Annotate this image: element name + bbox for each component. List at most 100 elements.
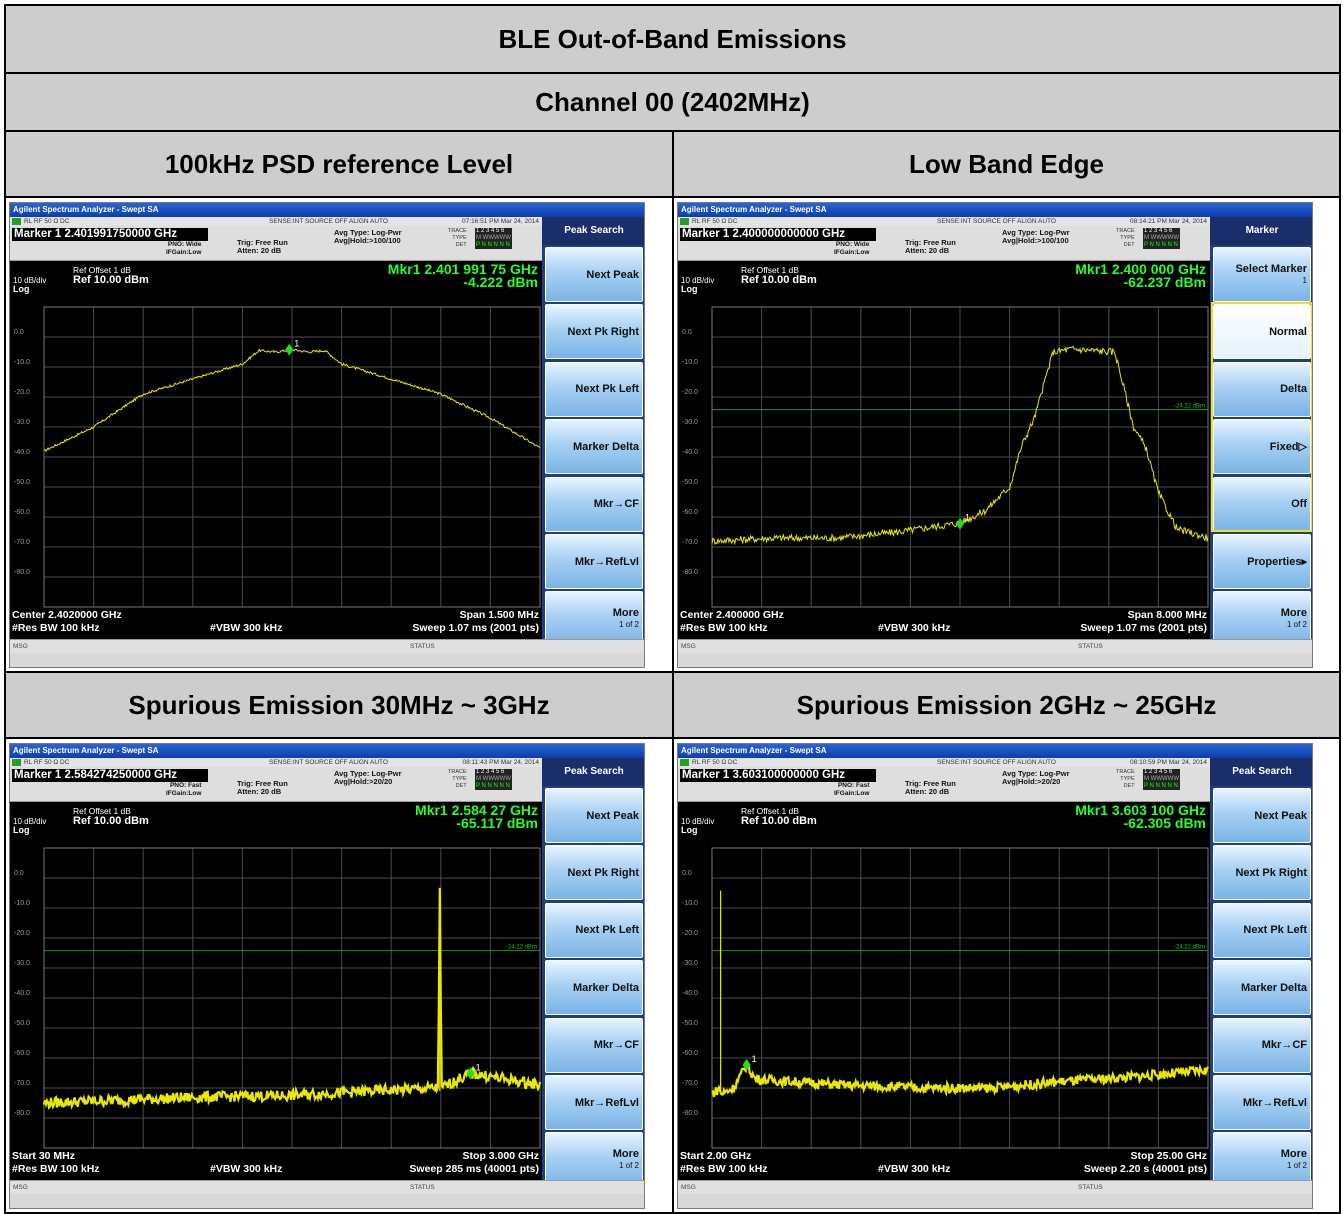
softkey-2[interactable]: Next Pk Right [1213,845,1311,901]
marker-number-label: 1 [294,339,299,349]
softkey-6[interactable]: Mkr→RefLvl [545,1075,643,1130]
spectrum-analyzer-screenshot: Agilent Spectrum Analyzer - Swept SA RL … [677,202,1313,668]
softkey-sublabel: 1 of 2 [1286,1160,1307,1170]
marker-title[interactable]: Marker 1 3.603100000000 GHz [680,769,876,782]
timestamp: 07:16:51 PM Mar 24, 2014 [462,218,539,225]
status-bar: RL RF 50 Ω DC SENSE:INT SOURCE OFF ALIGN… [10,758,542,767]
softkey-sublabel: 1 of 2 [1286,619,1307,629]
softkey-5[interactable]: Mkr→CF [545,476,643,532]
y-tick-label: 0.0 [682,870,692,877]
softkey-3[interactable]: Next Pk Left [545,361,643,417]
scale-per-div: 10 dB/div [681,276,715,285]
ref-offset: Ref Offset 1 dB [73,265,131,275]
softkey-3[interactable]: Next Pk Left [545,902,643,958]
channel-title: Channel 00 (2402MHz) [4,72,1341,132]
sweep-footer: Start 2.00 GHz #Res BW 100 kHz #VBW 300 … [678,1148,1210,1180]
softkey-6[interactable]: Mkr→RefLvl [545,534,643,589]
marker-amplitude: -62.305 dBm [1123,815,1206,831]
softkey-1[interactable]: Next Peak [545,788,643,843]
window-title: Agilent Spectrum Analyzer - Swept SA [10,744,644,758]
ref-level: Ref 10.00 dBm [741,815,817,827]
softkey-label: More [1280,1147,1307,1160]
softkey-4[interactable]: Fixed▷ [1213,419,1311,475]
panel-cell-band-edge: Agilent Spectrum Analyzer - Swept SA RL … [672,196,1341,673]
spectrum-analyzer-screenshot: Agilent Spectrum Analyzer - Swept SA RL … [677,743,1313,1209]
atten-label: Atten: 20 dB [905,246,950,255]
window-title: Agilent Spectrum Analyzer - Swept SA [678,744,1312,758]
softkey-4[interactable]: Marker Delta [1213,960,1311,1016]
softkey-4[interactable]: Marker Delta [545,419,643,475]
average-setting: Avg Type: Log-Pwr Avg|Hold:>100/100 [1002,229,1070,245]
softkey-4[interactable]: Marker Delta [545,960,643,1016]
softkey-5[interactable]: Mkr→CF [545,1017,643,1073]
softkey-5[interactable]: Mkr→CF [1213,1017,1311,1073]
msg-label: MSG [13,643,28,650]
avg-type-label: Avg Type: Log-Pwr [1002,769,1070,778]
y-tick-label: -60.0 [682,1050,698,1057]
average-setting: Avg Type: Log-Pwr Avg|Hold:>20/20 [1002,770,1070,786]
y-tick-label: -20.0 [14,930,30,937]
display-line-label: -24.22 dBm [506,945,537,951]
status-label: STATUS [410,1184,435,1191]
softkey-menu-title: Marker [1210,217,1312,245]
softkey-3[interactable]: Next Pk Left [1213,902,1311,958]
sweep-time: Sweep 2.20 s (40001 pts) [1083,1163,1207,1175]
softkey-7[interactable]: More 1 of 2 [1213,1132,1311,1188]
softkey-6[interactable]: Mkr→RefLvl [1213,1075,1311,1130]
ref-offset: Ref Offset 1 dB [741,806,799,816]
grid-border [43,847,541,1149]
avg-hold-label: Avg|Hold:>100/100 [1002,236,1069,245]
softkey-2[interactable]: Next Pk Right [545,845,643,901]
softkey-6[interactable]: Properties▸ [1213,534,1311,589]
res-bw: #Res BW 100 kHz [12,1163,100,1175]
y-tick-label: -50.0 [14,1020,30,1027]
start-freq: Center 2.4020000 GHz [12,609,122,621]
measurement-header: Marker 1 3.603100000000 GHz PNO: Fast IF… [678,767,1210,802]
y-tick-label: 0.0 [14,329,24,336]
softkey-label: Normal [1269,325,1307,338]
softkey-3[interactable]: Delta [1213,361,1311,417]
softkey-1[interactable]: Next Peak [1213,788,1311,843]
y-tick-label: -30.0 [682,960,698,967]
y-tick-label: -20.0 [14,389,30,396]
softkey-2[interactable]: Normal [1213,304,1311,360]
y-tick-label: -60.0 [682,509,698,516]
stop-freq: Span 1.500 MHz [459,609,539,621]
marker-title[interactable]: Marker 1 2.584274250000 GHz [12,769,208,782]
input-status: RL RF 50 Ω DC [24,218,70,225]
trace-line [711,1063,1210,1098]
grid-border [43,306,541,608]
softkey-1[interactable]: Next Peak [545,247,643,302]
sweep-footer: Center 2.400000 GHz #Res BW 100 kHz #VBW… [678,607,1210,639]
timestamp: 08:10:59 PM Mar 24, 2014 [1130,759,1207,766]
marker-title[interactable]: Marker 1 2.400000000000 GHz [680,228,876,241]
softkey-panel: Peak Search Next Peak Next Pk Right Next… [542,758,644,1188]
atten-label: Atten: 20 dB [905,787,950,796]
marker-title[interactable]: Marker 1 2.401991750000 GHz [12,228,208,241]
pno-label: PNO: Wide [167,241,202,248]
softkey-5[interactable]: Off [1213,476,1311,532]
message-bar: MSG STATUS [10,639,644,653]
average-setting: Avg Type: Log-Pwr Avg|Hold:>100/100 [334,229,402,245]
status-bar: RL RF 50 Ω DC SENSE:INT SOURCE OFF ALIGN… [678,217,1210,226]
softkey-7[interactable]: More 1 of 2 [545,591,643,647]
softkey-label: Mkr→RefLvl [574,555,639,568]
res-bw: #Res BW 100 kHz [680,1163,768,1175]
softkey-label: Select Marker [1235,262,1307,275]
softkey-1[interactable]: Select Marker 1 [1213,247,1311,302]
softkey-label: Marker Delta [572,981,639,994]
stop-freq: Stop 25.00 GHz [1130,1150,1207,1162]
softkey-label: Next Pk Left [1243,924,1307,937]
softkey-label: More [612,1147,639,1160]
marker-frequency: Mkr1 3.603 100 GHz [1075,802,1206,818]
softkey-2[interactable]: Next Pk Right [545,304,643,360]
vbw: #VBW 300 kHz [878,622,951,634]
marker-diamond [285,343,294,356]
res-bw: #Res BW 100 kHz [680,622,768,634]
softkey-7[interactable]: More 1 of 2 [1213,591,1311,647]
y-tick-label: -40.0 [14,990,30,997]
softkey-7[interactable]: More 1 of 2 [545,1132,643,1188]
timestamp: 08:11:43 PM Mar 24, 2014 [462,759,539,766]
msg-label: MSG [681,643,696,650]
